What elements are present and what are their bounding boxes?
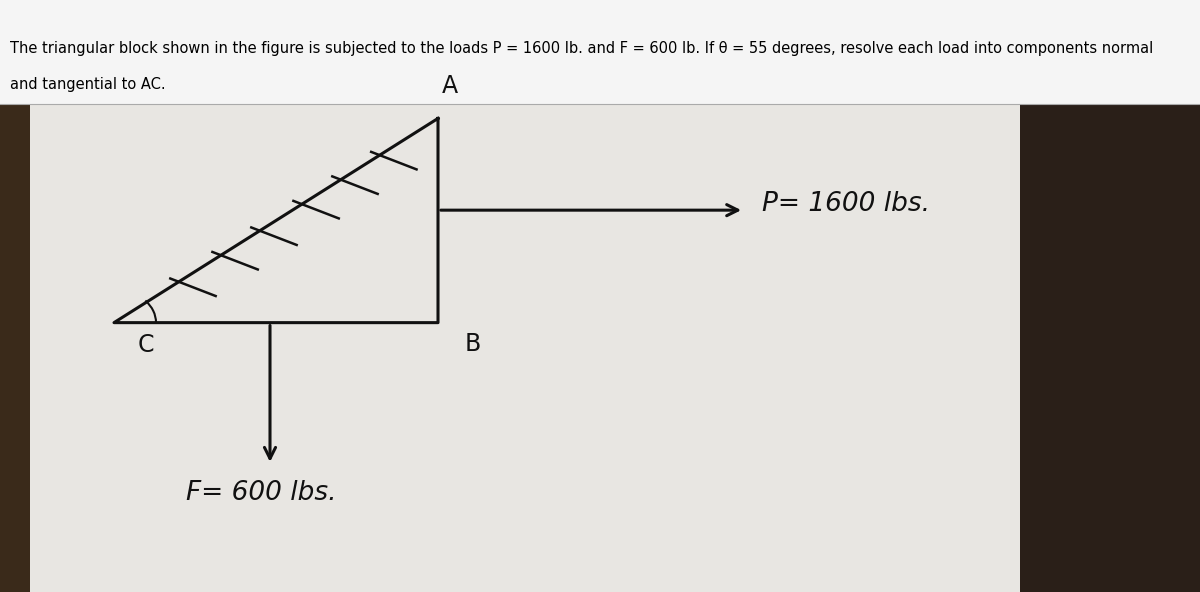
Text: The triangular block shown in the figure is subjected to the loads P = 1600 lb. : The triangular block shown in the figure…: [10, 41, 1153, 56]
Text: C: C: [138, 333, 155, 358]
Text: P= 1600 lbs.: P= 1600 lbs.: [762, 191, 930, 217]
FancyBboxPatch shape: [0, 104, 30, 592]
FancyBboxPatch shape: [0, 0, 1200, 104]
FancyBboxPatch shape: [1020, 104, 1200, 592]
Text: F= 600 lbs.: F= 600 lbs.: [186, 480, 336, 506]
Text: B: B: [464, 332, 481, 356]
Text: A: A: [442, 73, 458, 98]
FancyBboxPatch shape: [30, 104, 1020, 592]
Text: and tangential to AC.: and tangential to AC.: [10, 76, 166, 92]
